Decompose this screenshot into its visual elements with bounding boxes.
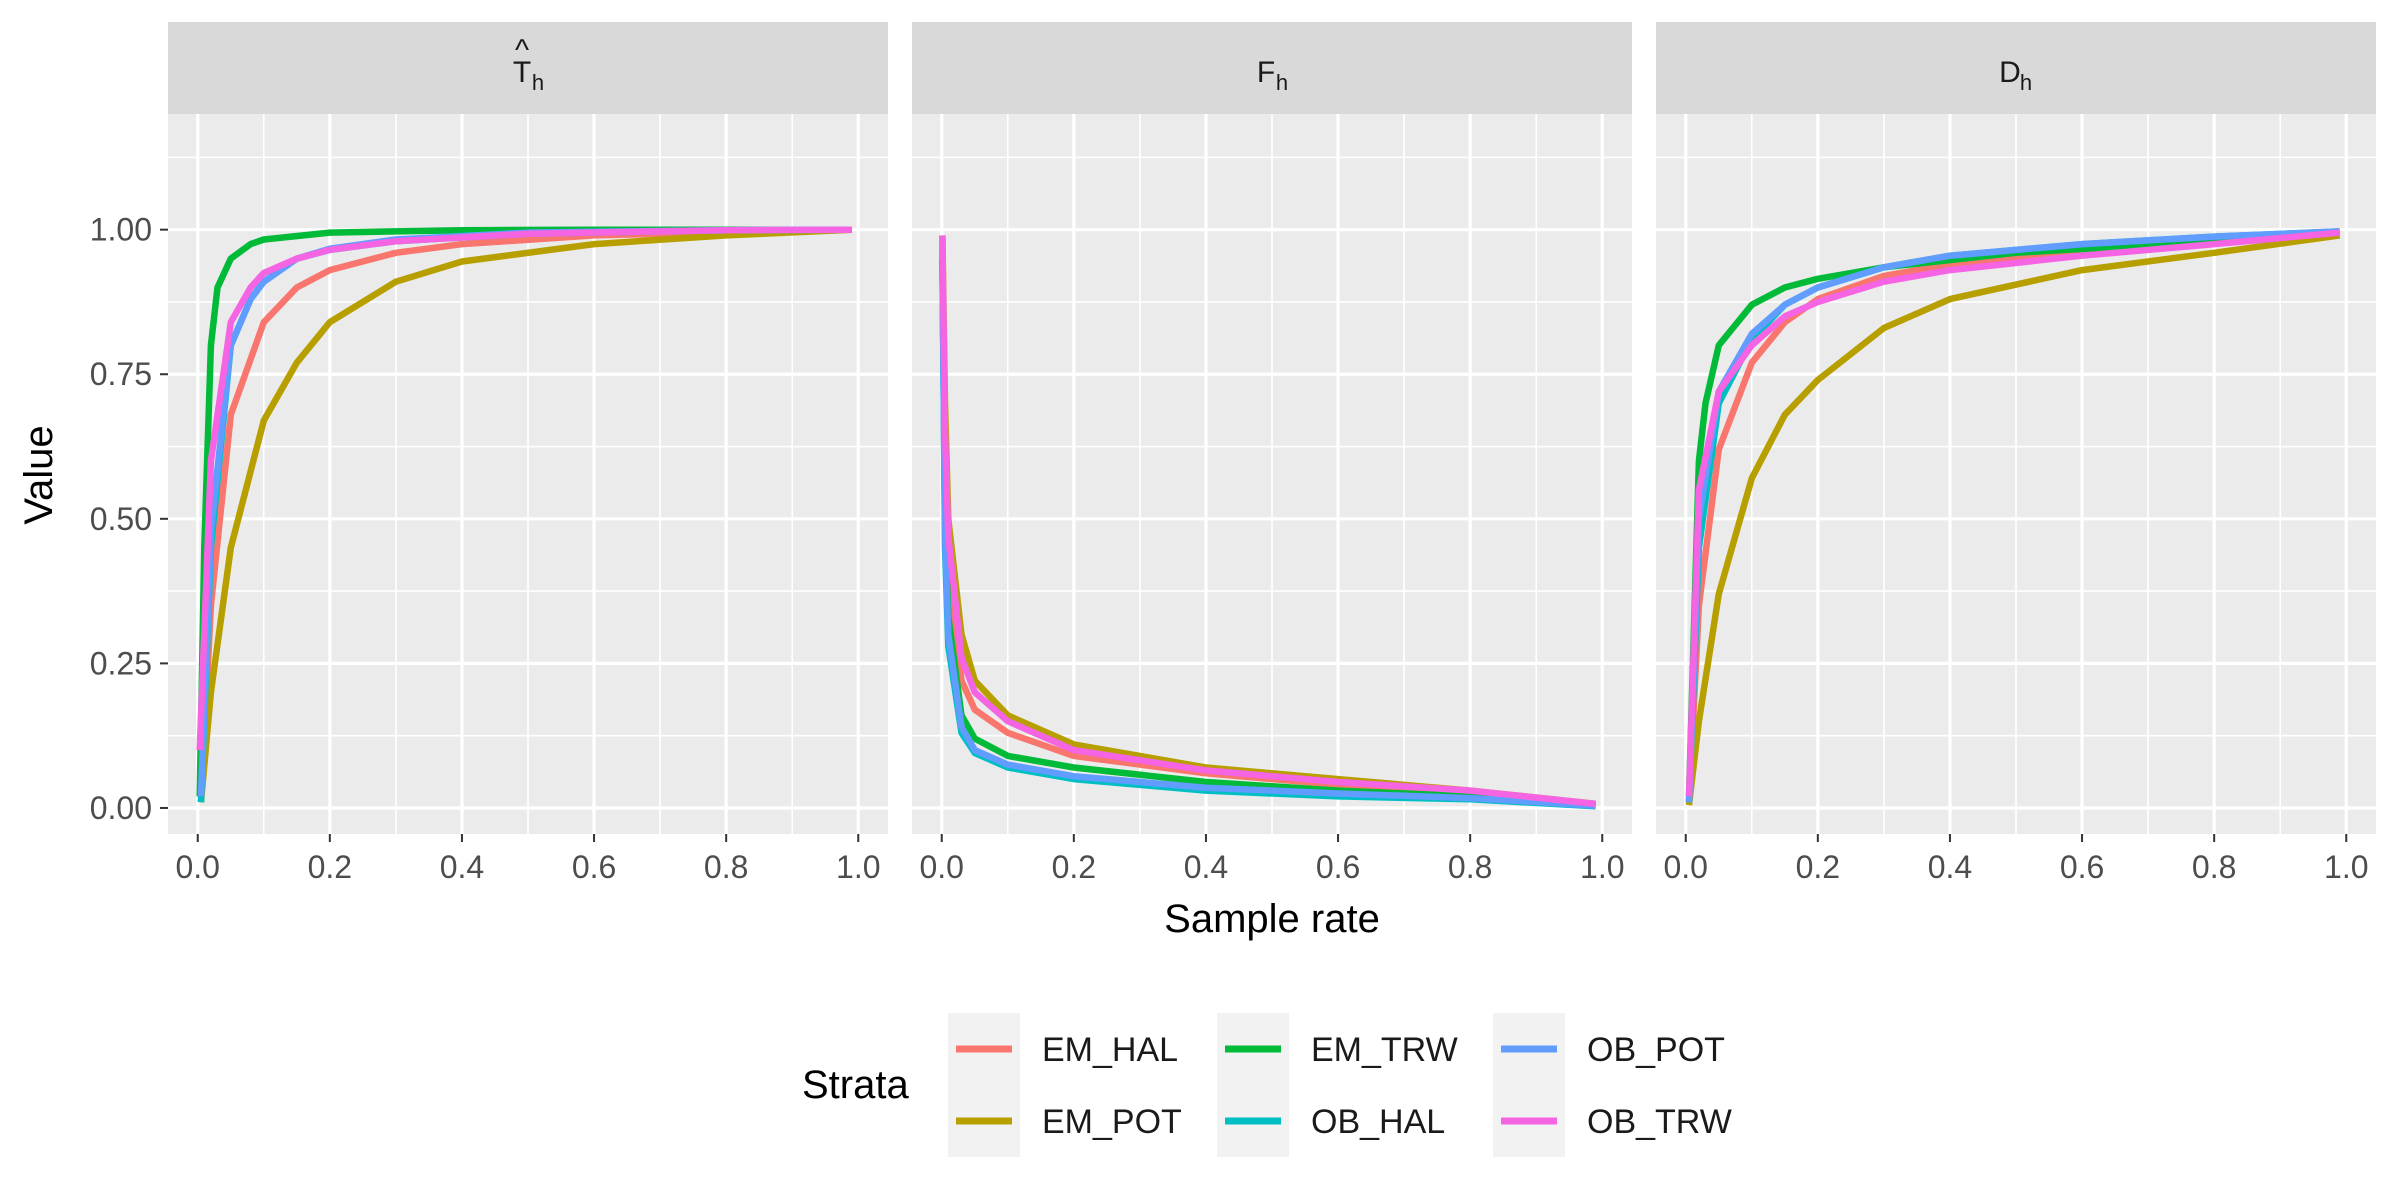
legend-item-em-pot: EM_POT [948, 1085, 1182, 1157]
strip-label: D [1999, 56, 2021, 89]
strip-accent: ^ [515, 34, 529, 67]
series-line-ob-pot [939, 252, 1596, 809]
x-axis-title: Sample rate [1164, 897, 1380, 941]
legend-label: OB_HAL [1311, 1103, 1445, 1141]
strip-background [912, 22, 1632, 114]
x-tick-label: 0.8 [2192, 849, 2236, 885]
x-tick-label: 0.8 [704, 849, 748, 885]
y-axis-title: Value [17, 425, 61, 524]
legend-item-em-hal: EM_HAL [948, 1013, 1178, 1085]
legend-item-em-trw: EM_TRW [1217, 1013, 1458, 1085]
x-tick-label: 0.0 [919, 849, 963, 885]
legend-item-ob-pot: OB_POT [1493, 1013, 1725, 1085]
y-tick-label: 0.50 [90, 501, 152, 537]
y-tick-label: 1.00 [90, 212, 152, 248]
x-tick-label: 0.4 [440, 849, 484, 885]
x-tick-label: 0.0 [1663, 849, 1707, 885]
x-tick-label: 1.0 [836, 849, 880, 885]
x-tick-label: 0.6 [2060, 849, 2104, 885]
legend-item-ob-hal: OB_HAL [1217, 1085, 1445, 1157]
x-tick-label: 1.0 [1580, 849, 1624, 885]
series-line-em-trw [196, 226, 852, 797]
legend-item-ob-trw: OB_TRW [1493, 1085, 1732, 1157]
strip-subscript: h [2020, 70, 2032, 95]
x-tick-label: 0.6 [572, 849, 616, 885]
legend-label: EM_POT [1042, 1103, 1182, 1141]
x-tick-label: 0.2 [308, 849, 352, 885]
x-tick-label: 0.8 [1448, 849, 1492, 885]
series-line-ob-trw [939, 235, 1597, 808]
x-tick-label: 0.2 [1052, 849, 1096, 885]
x-tick-label: 1.0 [2324, 849, 2368, 885]
legend-label: EM_HAL [1042, 1031, 1178, 1069]
legend-label: OB_POT [1587, 1031, 1725, 1069]
strip-background [168, 22, 888, 114]
x-tick-label: 0.4 [1184, 849, 1228, 885]
series-line-ob-trw [196, 226, 852, 751]
series-line-em-trw [1685, 229, 2340, 797]
x-tick-label: 0.0 [175, 849, 219, 885]
series-line-em-pot [1685, 232, 2341, 806]
x-tick-label: 0.4 [1928, 849, 1972, 885]
y-tick-label: 0.75 [90, 356, 152, 392]
y-tick-label: 0.00 [90, 790, 152, 826]
legend: Strata EM_HAL EM_POT EM_TRW OB_HAL OB_POT OB_… [802, 1013, 1732, 1157]
y-tick-label: 0.25 [90, 645, 152, 681]
series-line-em-pot [197, 226, 852, 803]
strip-label: F [1257, 56, 1275, 89]
strip-label: T [513, 56, 531, 89]
legend-label: OB_TRW [1587, 1103, 1732, 1141]
legend-label: EM_TRW [1311, 1031, 1458, 1069]
x-tick-label: 0.6 [1316, 849, 1360, 885]
x-tick-label: 0.2 [1796, 849, 1840, 885]
strip-subscript: h [1276, 70, 1288, 95]
legend-title: Strata [802, 1063, 909, 1107]
axes-layer: 0.0 0.2 0.4 0.6 0.8 1.0 0.0 0.2 0.4 0.6 0.8 1.0 0.0 0… [90, 212, 2369, 885]
strip-background [1656, 22, 2376, 114]
strip-subscript: h [532, 70, 544, 95]
series-line-ob-trw [1685, 229, 2340, 797]
